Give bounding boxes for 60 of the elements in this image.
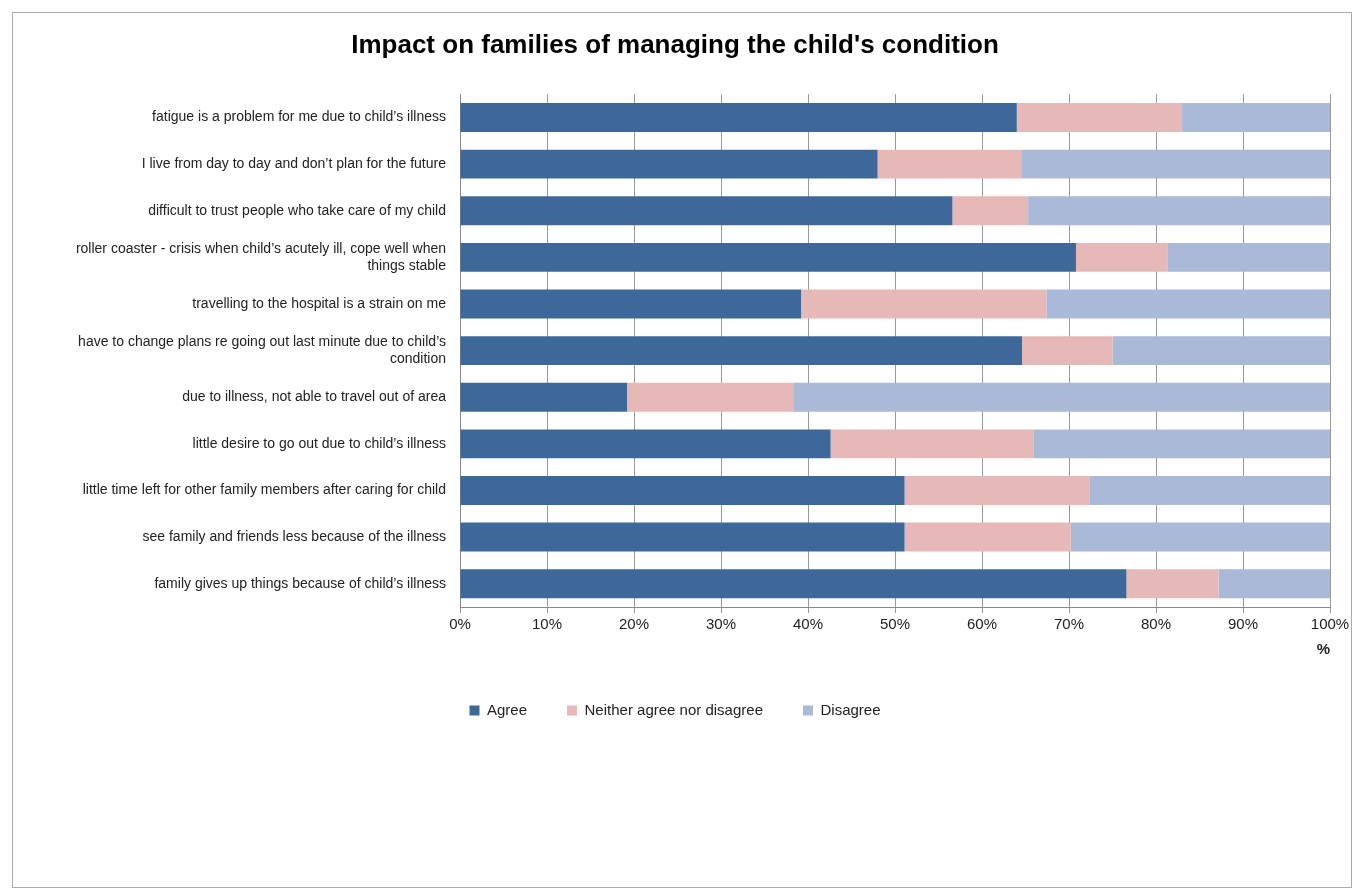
y-tick-label: travelling to the hospital is a strain on me: [192, 294, 447, 311]
bar: [877, 149, 1023, 179]
y-tick-label: see family and friends less because of the illness: [142, 527, 446, 544]
y-tick-label: roller coaster - crisis when child’s acutely ill, cope well when things stable: [75, 239, 447, 273]
bar: [1046, 289, 1330, 319]
x-tick-label: 0%: [449, 615, 471, 633]
bar: [1126, 569, 1219, 599]
y-tick-label: due to illness, not able to travel out of area: [182, 388, 447, 405]
x-tick-label: 100%: [1310, 615, 1350, 633]
bar: [1070, 522, 1330, 552]
y-tick-label: family gives up things because of child’s illness: [154, 574, 446, 591]
legend-label: Agree: [487, 700, 528, 718]
bar: [1033, 429, 1330, 459]
x-tick-label: 40%: [792, 615, 824, 633]
y-tick-label: have to change plans re going out last minute due to child’s condition: [78, 333, 446, 366]
bar: [460, 289, 802, 319]
bar: [1167, 242, 1330, 272]
bar: [1016, 103, 1183, 132]
bar: [1182, 103, 1330, 132]
bar: [1218, 569, 1330, 599]
y-tick-label: little time left for other family members after caring for child: [82, 481, 446, 498]
x-tick-label: 90%: [1227, 615, 1259, 633]
bar: [830, 429, 1034, 459]
bar: [801, 289, 1047, 319]
bar: [1075, 242, 1168, 272]
bar: [460, 103, 1017, 132]
bar: [1022, 149, 1330, 179]
bar: [460, 569, 1127, 599]
y-tick-label: little desire to go out due to child’s illness: [192, 434, 446, 451]
y-tick-label: I live from day to day and don’t plan for the future: [141, 154, 447, 171]
bar: [460, 429, 831, 459]
bar: [460, 196, 953, 226]
y-tick-label: fatigue is a problem for me due to child’s illness: [152, 108, 446, 125]
bar: [460, 382, 628, 412]
legend-label: Neither agree nor disagree: [584, 700, 763, 718]
x-tick-label: 50%: [879, 615, 911, 633]
bar: [904, 522, 1071, 552]
bar: [1028, 196, 1330, 226]
bar: [1089, 476, 1330, 505]
bar: [460, 522, 905, 552]
bar: [627, 382, 794, 412]
bar: [952, 196, 1029, 226]
x-tick-label: 20%: [618, 615, 650, 633]
x-tick-label: 80%: [1140, 615, 1172, 633]
bar: [460, 476, 905, 505]
x-tick-label: 70%: [1053, 615, 1085, 633]
x-tick-label: 60%: [966, 615, 998, 633]
bar: [460, 149, 878, 179]
bar: [460, 336, 1023, 366]
chart-title: Impact on families of managing the child's condition: [351, 28, 999, 59]
x-tick-label: 10%: [531, 615, 563, 633]
legend-label: Disagree: [820, 700, 881, 718]
x-tick-label: 30%: [705, 615, 737, 633]
bar: [1112, 336, 1330, 366]
y-tick-label: difficult to trust people who take care of my child: [148, 201, 446, 218]
bar: [793, 382, 1330, 412]
bar: [460, 242, 1076, 272]
bar: [1022, 336, 1113, 366]
x-axis-title: %: [1316, 640, 1330, 658]
bar: [904, 476, 1090, 505]
